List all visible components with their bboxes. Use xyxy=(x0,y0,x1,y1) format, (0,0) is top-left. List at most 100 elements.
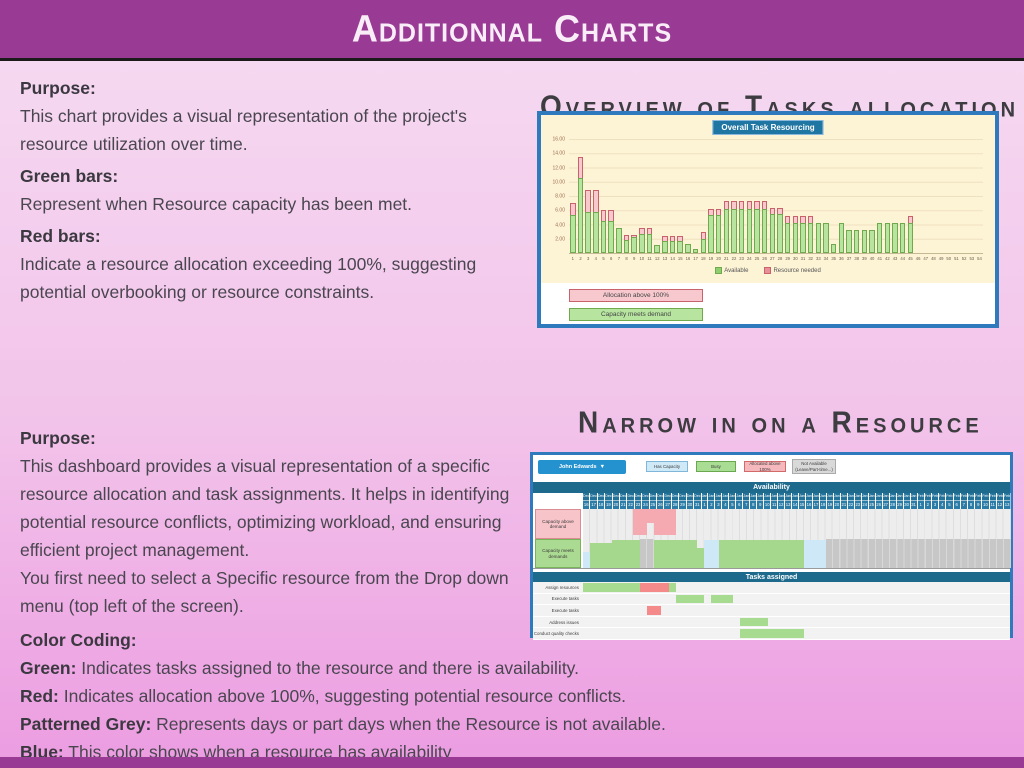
bar-35 xyxy=(830,139,838,253)
bar-28 xyxy=(776,139,784,253)
green-swatch-icon xyxy=(715,267,723,274)
bar-32 xyxy=(807,139,815,253)
chart-legend: Available Resource needed xyxy=(541,267,995,274)
bar-4 xyxy=(592,139,600,253)
key-not-available: Not Available (Leave/Part-time...) xyxy=(792,459,836,474)
bar-22 xyxy=(730,139,738,253)
bar-14 xyxy=(669,139,677,253)
bar-38 xyxy=(853,139,861,253)
green-bars-text: Represent when Resource capacity has bee… xyxy=(20,194,413,214)
key-allocated-above: Allocated above 100% xyxy=(744,461,786,472)
bar-16 xyxy=(684,139,692,253)
overview-chart-area: Overall Task Resourcing 16.00 14.00 12.00 1… xyxy=(541,115,995,283)
color-coding-red: Red: Indicates allocation above 100%, su… xyxy=(20,686,627,706)
bar-53 xyxy=(968,139,976,253)
bar-5 xyxy=(600,139,608,253)
bar-10 xyxy=(638,139,646,253)
bar-52 xyxy=(960,139,968,253)
legend-needed: Resource needed xyxy=(764,267,821,274)
key-busy: Busy xyxy=(696,461,736,472)
bar-2 xyxy=(577,139,585,253)
select-text: You first need to select a Specific reso… xyxy=(20,568,509,616)
chevron-down-icon: ▼ xyxy=(599,464,606,470)
bar-24 xyxy=(745,139,753,253)
bar-1 xyxy=(569,139,577,253)
bar-37 xyxy=(845,139,853,253)
bar-19 xyxy=(707,139,715,253)
overview-description: Purpose: This chart provides a visual re… xyxy=(20,70,512,306)
page-title: Additionnal Charts xyxy=(351,6,673,50)
bar-9 xyxy=(630,139,638,253)
bar-45 xyxy=(907,139,915,253)
bar-12 xyxy=(653,139,661,253)
resource-description: Purpose: This dashboard provides a visua… xyxy=(20,420,520,620)
color-coding-title: Color Coding: xyxy=(20,630,137,650)
bottom-strip xyxy=(0,757,1024,768)
bar-34 xyxy=(822,139,830,253)
bar-51 xyxy=(953,139,961,253)
stacked-bars xyxy=(569,139,983,253)
red-bars-label: Red bars: xyxy=(20,226,101,246)
bar-43 xyxy=(891,139,899,253)
y-axis: 16.00 14.00 12.00 10.00 8.00 6.00 4.00 2.00 xyxy=(552,136,565,243)
green-bars-label: Green bars: xyxy=(20,166,119,186)
bar-27 xyxy=(768,139,776,253)
bar-54 xyxy=(976,139,984,253)
x-axis: 1 2 3 4 5 6 7 8 9 10 11 12 13 14 15 16 17 18 19 20 21 22 23 24 2… xyxy=(571,256,982,261)
bar-26 xyxy=(761,139,769,253)
bar-49 xyxy=(937,139,945,253)
purpose-label: Purpose: xyxy=(20,78,96,98)
bar-8 xyxy=(623,139,631,253)
bar-42 xyxy=(884,139,892,253)
key-allocation-above: Allocation above 100% xyxy=(569,289,703,302)
bar-25 xyxy=(753,139,761,253)
overview-chart-card: Overall Task Resourcing 16.00 14.00 12.00 1… xyxy=(537,111,999,328)
page-header: Additionnal Charts xyxy=(0,0,1024,61)
task-rows: Assign resources Execute tasks Execute tas… xyxy=(533,582,1010,640)
plot-area xyxy=(569,139,983,254)
bar-40 xyxy=(868,139,876,253)
red-bars-text: Indicate a resource allocation exceeding… xyxy=(20,254,477,302)
bar-15 xyxy=(676,139,684,253)
date-header: Dec 16 Dec 17 Dec 18 Dec 19 Dec 20 Dec 21 Dec 22 Dec 23… xyxy=(583,493,1012,509)
chart-title: Overall Task Resourcing xyxy=(712,120,824,135)
bar-46 xyxy=(914,139,922,253)
purpose-text: This chart provides a visual representat… xyxy=(20,106,467,154)
purpose-text-2: This dashboard provides a visual represe… xyxy=(20,456,510,560)
bar-39 xyxy=(861,139,869,253)
bar-7 xyxy=(615,139,623,253)
color-coding-green: Green: Indicates tasks assigned to the r… xyxy=(20,658,579,678)
bar-18 xyxy=(699,139,707,253)
purpose-label-2: Purpose: xyxy=(20,428,96,448)
bar-17 xyxy=(692,139,700,253)
key-has-capacity: Has Capacity xyxy=(646,461,688,472)
resource-heading: Narrow in on a Resource xyxy=(578,405,983,440)
color-coding: Color Coding: Green: Indicates tasks ass… xyxy=(20,626,750,766)
legend-available: Available xyxy=(715,267,748,274)
availability-header: Availability xyxy=(533,482,1010,493)
bar-41 xyxy=(876,139,884,253)
tasks-header: Tasks assigned xyxy=(533,572,1010,582)
color-coding-grey: Patterned Grey: Represents days or part … xyxy=(20,714,666,734)
bar-48 xyxy=(930,139,938,253)
resource-dashboard-card: John Edwards ▼ Has Capacity Busy Allocat… xyxy=(530,452,1013,640)
bar-47 xyxy=(922,139,930,253)
bar-50 xyxy=(945,139,953,253)
bar-20 xyxy=(715,139,723,253)
bar-31 xyxy=(799,139,807,253)
resource-dropdown[interactable]: John Edwards ▼ xyxy=(538,460,626,474)
bar-23 xyxy=(738,139,746,253)
key-capacity-meets: Capacity meets demand xyxy=(569,308,703,321)
bar-6 xyxy=(607,139,615,253)
red-swatch-icon xyxy=(764,267,772,274)
bar-3 xyxy=(584,139,592,253)
bar-33 xyxy=(815,139,823,253)
bar-44 xyxy=(899,139,907,253)
bar-13 xyxy=(661,139,669,253)
bar-21 xyxy=(722,139,730,253)
bar-11 xyxy=(646,139,654,253)
bar-36 xyxy=(838,139,846,253)
bar-30 xyxy=(791,139,799,253)
bar-29 xyxy=(784,139,792,253)
